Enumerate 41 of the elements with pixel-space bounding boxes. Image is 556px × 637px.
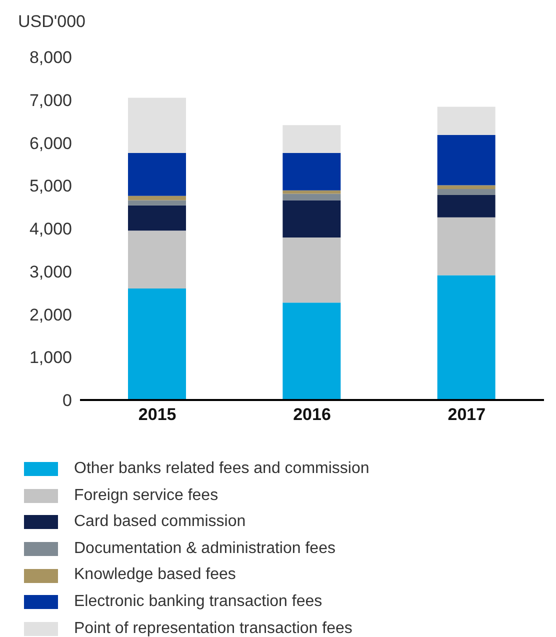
y-tick-label: 0 [62,391,72,410]
bar [437,217,496,276]
x-tick-label: 2017 [448,405,486,424]
bar [282,238,341,303]
bar [437,275,496,400]
bar [128,288,186,400]
bar [128,200,186,206]
bar [128,230,186,289]
y-tick-label: 6,000 [29,134,72,153]
bar [282,200,341,238]
bar [437,195,496,218]
legend-label: Electronic banking transaction fees [74,592,322,612]
y-tick-label: 1,000 [29,348,72,368]
bar [128,153,186,196]
legend-label: Knowledge based fees [74,565,236,586]
y-tick-label: 5,000 [29,176,72,196]
bar [282,153,341,190]
y-tick-label: 8,000 [29,48,72,68]
bar [282,194,341,200]
x-tick-label: 2015 [138,405,176,424]
legend-label: Point of representation transaction fees [74,618,352,637]
legend-label: Foreign service fees [74,486,218,506]
bar [282,190,341,194]
legend-label: Other banks related fees and commission [74,459,370,479]
x-tick-label: 2016 [293,405,331,424]
bar [282,125,341,154]
y-tick-label: 7,000 [29,90,72,110]
bar [437,189,496,196]
bar [437,135,496,186]
legend-label: Card based commission [74,512,246,532]
y-axis-title: USD'000 [18,12,86,32]
bar [128,196,186,200]
y-tick-label: 3,000 [29,262,72,282]
bar [282,302,341,400]
bar [128,98,186,154]
bar [128,205,186,231]
y-tick-label: 2,000 [29,305,72,324]
bar [437,106,496,136]
bar [437,185,496,190]
legend-label: Documentation & administration fees [74,538,336,559]
y-tick-label: 4,000 [29,220,72,239]
